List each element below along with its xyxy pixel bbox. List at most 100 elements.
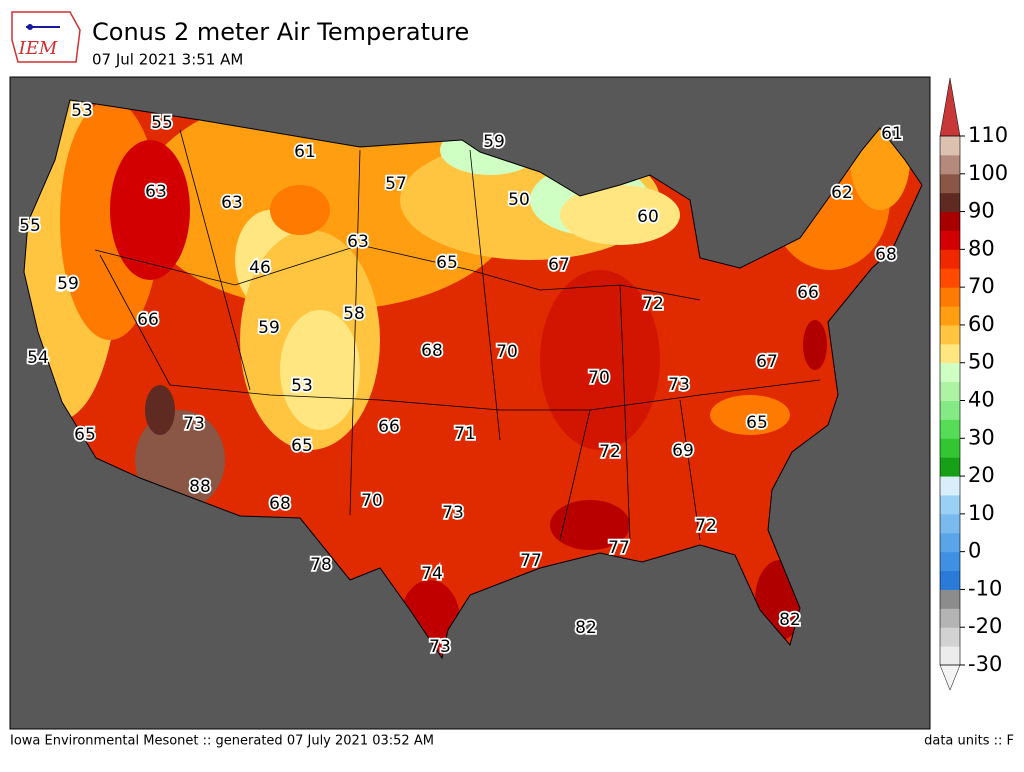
temperature-label: 67 [548,255,570,275]
temperature-label: 54 [27,348,49,368]
colorbar-bin [940,532,960,553]
colorbar-bin [940,306,960,326]
title: Conus 2 meter Air Temperature [92,18,469,46]
colorbar-bin [940,136,960,156]
temperature-label: 63 [145,182,167,202]
colorbar-bin [940,627,960,647]
temperature-label: 73 [183,414,205,434]
temperature-label: 65 [746,413,768,433]
temperature-label: 72 [642,294,664,314]
colorbar-bin [940,438,960,458]
colorbar-bin [940,608,960,628]
temperature-label: 66 [797,283,819,303]
colorbar: -30 -20 -10 0 10 20 30 40 50 60 70 80 90 100 110 [939,77,1008,691]
colorbar-tick-label: 50 [968,350,995,374]
temperature-label: 73 [429,637,451,657]
colorbar-bin [940,192,960,213]
temperature-label: 68 [269,494,291,514]
temperature-label: 82 [575,618,597,638]
temperature-label: 61 [881,124,903,144]
colorbar-tick-label: 40 [968,388,995,412]
colorbar-tick-label: 10 [968,501,995,525]
colorbar-bin [940,343,960,364]
colorbar-bin [940,646,960,666]
temperature-label: 63 [347,232,369,252]
temperature-label: 66 [378,417,400,437]
temperature-label: 88 [189,477,211,497]
subtitle: 07 Jul 2021 3:51 AM [92,51,243,69]
colorbar-bin [940,362,960,383]
state-lines [94,129,821,541]
temperature-label: 68 [421,341,443,361]
colorbar-bin [940,154,960,175]
colorbar-bin [940,589,960,609]
temperature-label: 59 [483,132,505,152]
temperature-label: 70 [496,342,518,362]
colorbar-bin [940,211,960,231]
temperature-label: 65 [436,253,458,273]
colorbar-bin [940,551,960,572]
temperature-label: 65 [291,436,313,456]
logo-text: IEM [18,38,58,59]
temperature-label: 50 [508,190,530,210]
colorbar-bin [940,287,960,307]
temperature-label: 72 [599,442,621,462]
colorbar-bin [940,249,960,269]
temperature-label: 59 [258,318,280,338]
temperature-label: 78 [310,555,332,575]
temperature-label: 53 [71,101,93,121]
temperature-labels: 53 55 59 63 61 57 59 50 61 55 63 62 63 46 65 67 60 68 59 66… [17,99,904,659]
temperature-label: 59 [56,275,78,295]
temperature-label: 77 [608,538,630,558]
colorbar-bin [940,268,960,288]
temperature-label: 61 [294,142,316,162]
temperature-label: 66 [137,310,159,330]
colorbar-over [939,77,961,137]
colorbar-tick-label: 90 [968,199,995,223]
temperature-label: 72 [695,516,717,536]
temperature-label: 71 [454,424,476,444]
colorbar-bin [940,381,960,401]
temperature-label: 77 [520,551,542,571]
temperature-label: 58 [343,304,365,324]
colorbar-tick-label: 100 [968,161,1008,185]
colorbar-bin [940,457,960,477]
colorbar-bin [940,476,960,496]
temperature-label: 73 [442,503,464,523]
temperature-label: 65 [74,425,96,445]
temperature-label: 82 [779,610,801,630]
temperature-label: 68 [875,245,897,265]
temperature-label: 53 [291,376,313,396]
colorbar-tick-label: 110 [968,123,1008,147]
colorbar-tick-label: 70 [968,274,995,298]
colorbar-tick-label: -20 [968,614,1002,638]
temperature-label: 74 [421,564,443,584]
temperature-label: 62 [831,183,853,203]
colorbar-bin [940,324,960,345]
logo: IEM [11,11,81,63]
temperature-label: 59 [57,274,79,294]
colorbar-bin [940,494,960,515]
temperature-label: 63 [221,193,243,213]
temperature-label: 73 [668,375,690,395]
temperature-label: 70 [361,491,383,511]
temperature-label: 55 [151,113,173,133]
colorbar-tick-label: 30 [968,425,995,449]
colorbar-tick-label: 0 [968,539,981,563]
colorbar-bin [940,570,960,590]
colorbar-tick-label: -10 [968,576,1002,600]
colorbar-bin [940,513,960,534]
temperature-label: 57 [385,174,407,194]
colorbar-bin [940,419,960,439]
colorbar-bin [940,400,960,420]
colorbar-tick-label: 60 [968,312,995,336]
temperature-label: 55 [19,216,41,236]
colorbar-tick-label: 20 [968,463,995,487]
temperature-label: 69 [672,441,694,461]
colorbar-bin [940,173,960,194]
colorbar-bin [940,230,960,250]
temperature-label: 60 [637,207,659,227]
temperature-label: 67 [756,352,778,372]
footer-right: data units :: F [924,734,1014,749]
